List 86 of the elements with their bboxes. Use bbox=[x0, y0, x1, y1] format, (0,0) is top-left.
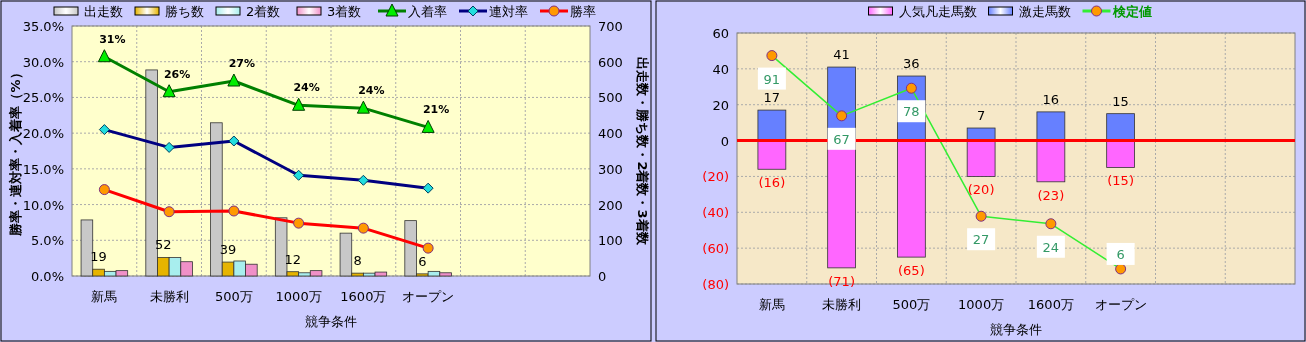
y2-tick-label: 0 bbox=[598, 269, 607, 284]
data-label: (16) bbox=[758, 175, 786, 191]
y-tick-label: 35.0% bbox=[22, 19, 64, 34]
y-tick-label: 30.0% bbox=[22, 54, 64, 70]
y-tick-label: (20) bbox=[702, 169, 729, 185]
data-label: 41 bbox=[833, 47, 850, 63]
legend-label: 3着数 bbox=[327, 4, 362, 19]
bar bbox=[1036, 111, 1066, 141]
data-label: 36 bbox=[903, 56, 920, 72]
y-tick-label: 40 bbox=[712, 61, 729, 77]
data-label: 7 bbox=[976, 108, 986, 124]
data-label: 24 bbox=[1042, 239, 1060, 255]
data-label: 21% bbox=[422, 103, 450, 117]
x-tick-label: 500万 bbox=[892, 297, 931, 312]
data-label: 24% bbox=[358, 84, 385, 98]
x-tick-label: 新馬 bbox=[91, 289, 118, 304]
y-tick-label: (80) bbox=[702, 277, 729, 292]
bar bbox=[966, 140, 996, 177]
legend-label: 2着数 bbox=[246, 4, 281, 19]
y-tick-label: 0.0% bbox=[30, 269, 64, 284]
y-tick-label: 15.0% bbox=[22, 161, 64, 177]
bar bbox=[1106, 113, 1135, 141]
y2-tick-label: 100 bbox=[598, 233, 623, 249]
data-label: 8 bbox=[353, 253, 362, 269]
legend-label: 入着率 bbox=[408, 4, 447, 19]
y-tick-label: 0 bbox=[720, 133, 729, 149]
x-tick-label: オープン bbox=[1094, 297, 1147, 312]
data-label: 15 bbox=[1112, 93, 1129, 109]
data-label: 67 bbox=[833, 131, 850, 147]
y-tick-label: 25.0% bbox=[22, 90, 64, 106]
y2-tick-label: 400 bbox=[598, 126, 623, 142]
y2-axis-title: 出走数・勝ち数・2着数・3着数 bbox=[635, 57, 650, 246]
data-label: 31% bbox=[99, 32, 126, 46]
data-label: (71) bbox=[828, 273, 855, 289]
data-label: 24% bbox=[293, 81, 320, 95]
y2-tick-label: 700 bbox=[598, 19, 623, 34]
data-label: 6 bbox=[1116, 246, 1125, 262]
bar bbox=[897, 140, 926, 258]
y-tick-label: (60) bbox=[702, 241, 729, 257]
data-label: 27% bbox=[228, 57, 256, 70]
legend-label: 勝ち数 bbox=[165, 4, 204, 19]
x-tick-label: 1600万 bbox=[340, 289, 387, 304]
y-tick-label: (40) bbox=[702, 205, 729, 221]
data-label: (20) bbox=[967, 182, 995, 198]
x-tick-label: 新馬 bbox=[758, 297, 785, 312]
x-tick-label: 500万 bbox=[214, 289, 253, 304]
legend-label: 出走数 bbox=[84, 4, 123, 19]
x-tick-label: 1000万 bbox=[275, 289, 322, 304]
x-tick-label: 未勝利 bbox=[149, 289, 189, 304]
y-axis-title: 勝率・連対率・入着率（%） bbox=[8, 66, 23, 237]
bar bbox=[757, 140, 787, 170]
legend-label: 人気凡走馬数 bbox=[898, 4, 977, 19]
data-label: (65) bbox=[898, 263, 925, 279]
legend-label: 連対率 bbox=[489, 4, 528, 19]
data-label: (15) bbox=[1107, 173, 1134, 189]
y2-tick-label: 300 bbox=[598, 161, 623, 177]
data-label: 12 bbox=[284, 251, 302, 267]
data-label: 17 bbox=[763, 90, 781, 106]
y-tick-label: 10.0% bbox=[22, 197, 64, 213]
bar bbox=[757, 109, 787, 141]
data-label: 16 bbox=[1042, 91, 1060, 107]
x-tick-label: 未勝利 bbox=[822, 297, 862, 312]
y-tick-label: 60 bbox=[712, 26, 729, 41]
x-tick-label: 1000万 bbox=[958, 297, 1005, 312]
data-label: 78 bbox=[903, 104, 920, 120]
legend-label: 検定値 bbox=[1111, 4, 1152, 19]
data-label: 91 bbox=[763, 71, 781, 87]
y-tick-label: 5.0% bbox=[30, 233, 64, 249]
data-label: (23) bbox=[1037, 187, 1065, 203]
x-tick-label: 1600万 bbox=[1027, 297, 1074, 312]
y-tick-label: 20 bbox=[712, 97, 729, 113]
y-tick-label: 20.0% bbox=[22, 126, 64, 142]
y2-tick-label: 600 bbox=[598, 54, 623, 70]
bar bbox=[1036, 140, 1066, 183]
x-axis-title: 競争条件 bbox=[990, 322, 1042, 337]
bar bbox=[1106, 140, 1135, 168]
y2-tick-label: 200 bbox=[598, 197, 623, 213]
data-label: 39 bbox=[219, 242, 237, 258]
data-label: 6 bbox=[418, 253, 427, 269]
y2-tick-label: 500 bbox=[598, 90, 623, 106]
data-label: 26% bbox=[163, 67, 191, 81]
legend-label: 勝率 bbox=[570, 4, 596, 19]
data-label: 27 bbox=[972, 232, 990, 248]
x-axis-title: 競争条件 bbox=[305, 314, 357, 329]
legend-label: 激走馬数 bbox=[1018, 4, 1071, 19]
x-tick-label: オープン bbox=[402, 289, 455, 304]
